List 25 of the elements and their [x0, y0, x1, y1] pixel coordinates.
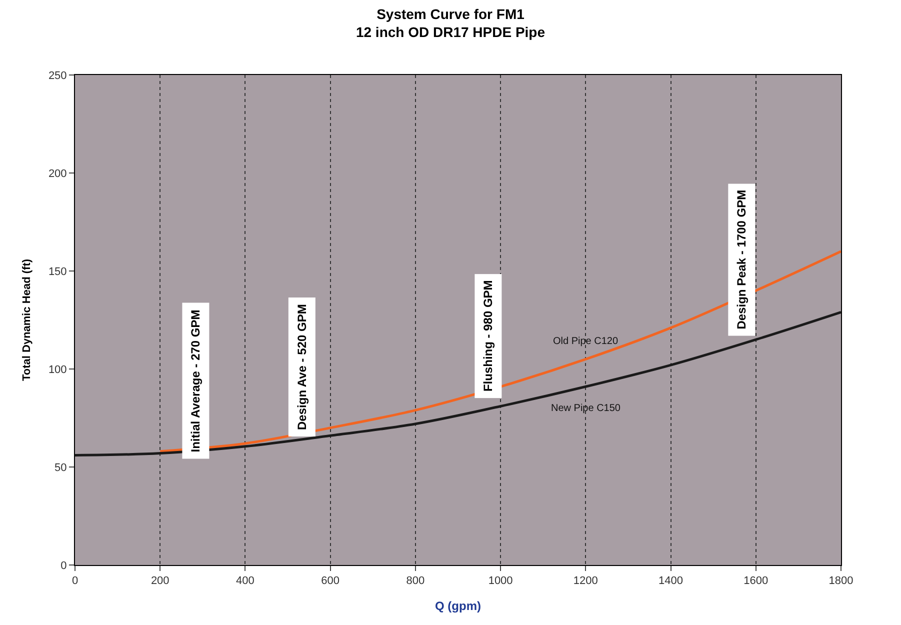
- series-label: New Pipe C150: [551, 403, 621, 414]
- x-tick-label: 0: [72, 575, 78, 588]
- x-axis-title: Q (gpm): [435, 599, 481, 614]
- series-label: Old Pipe C120: [553, 336, 618, 347]
- y-tick-label: 150: [48, 266, 67, 278]
- y-tick-label: 0: [60, 560, 67, 572]
- y-tick-label: 100: [48, 364, 67, 376]
- annotation: Design Peak - 1700 GPM: [734, 190, 749, 330]
- annotation: Initial Average - 270 GPM: [188, 310, 203, 452]
- x-tick-label: 1400: [658, 575, 684, 588]
- y-axis-title: Total Dynamic Head (ft): [21, 258, 34, 382]
- x-tick-label: 600: [321, 575, 340, 588]
- x-tick-label: 400: [236, 575, 254, 588]
- chart-title: System Curve for FM1 12 inch OD DR17 HPDE Pipe: [356, 6, 546, 40]
- annotation: Design Ave - 520 GPM: [294, 304, 309, 430]
- y-tick-label: 250: [48, 70, 67, 82]
- x-tick-label: 1000: [488, 575, 513, 588]
- x-tick-label: 800: [406, 575, 425, 588]
- x-tick-label: 200: [150, 575, 170, 588]
- y-tick-label: 50: [54, 462, 67, 474]
- x-tick-label: 1600: [744, 575, 768, 588]
- annotation: Flushing - 980 GPM: [481, 280, 496, 392]
- x-tick-label: 1800: [828, 575, 854, 588]
- x-tick-label: 1200: [573, 575, 598, 588]
- y-tick-label: 200: [48, 168, 67, 180]
